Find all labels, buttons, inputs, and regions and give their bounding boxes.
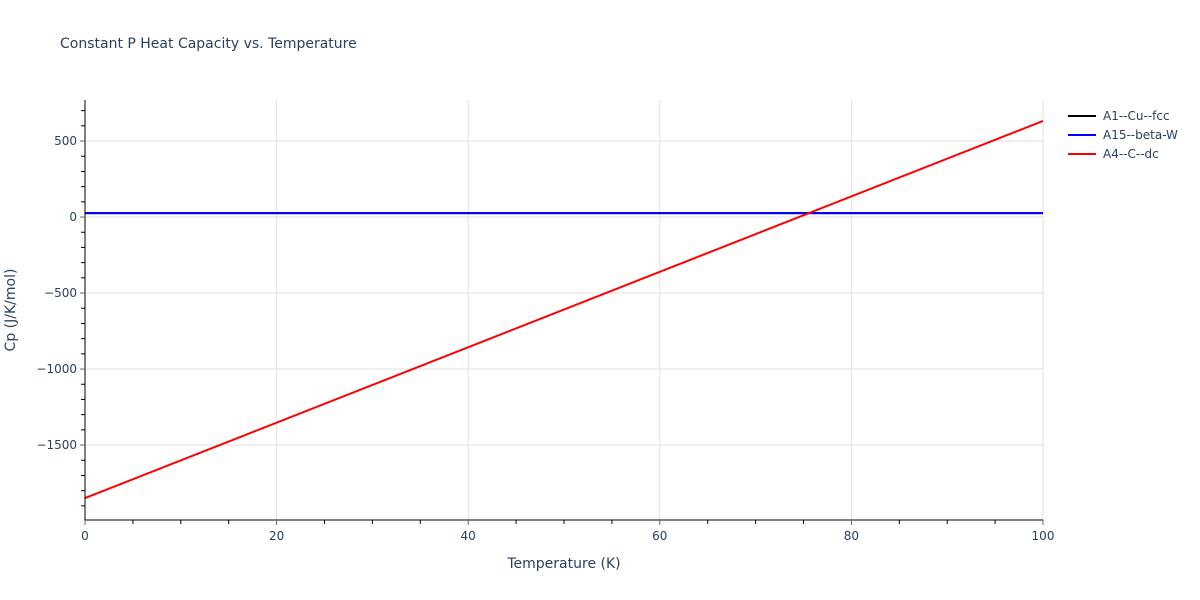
svg-text:500: 500	[54, 134, 77, 148]
data-lines	[84, 120, 1044, 500]
line-swatch-icon	[1068, 133, 1096, 136]
legend-label: A1--Cu--fcc	[1103, 108, 1170, 123]
svg-text:80: 80	[844, 529, 859, 543]
y-axis-title: Cp (J/K/mol)	[3, 269, 19, 352]
legend-item-a15-beta-w[interactable]: A15--beta-W	[1068, 125, 1178, 144]
x-axis-title: Temperature (K)	[506, 556, 620, 572]
svg-text:40: 40	[461, 529, 476, 543]
gridlines	[85, 100, 1044, 520]
svg-text:0: 0	[69, 210, 77, 224]
legend-item-a1-cu-fcc[interactable]: A1--Cu--fcc	[1068, 106, 1178, 125]
svg-text:−500: −500	[44, 286, 77, 300]
axes	[80, 100, 1044, 525]
chart-title: Constant P Heat Capacity vs. Temperature	[60, 36, 357, 52]
svg-text:60: 60	[652, 529, 667, 543]
tick-labels: 0 20 40 60 80 100 −1500 −1000 −500 0 500	[36, 134, 1054, 543]
line-swatch-icon	[1068, 152, 1096, 155]
svg-text:−1000: −1000	[36, 362, 77, 376]
series-line-a4-c-dc[interactable]	[84, 120, 1044, 500]
line-swatch-icon	[1068, 114, 1096, 117]
svg-text:20: 20	[269, 529, 284, 543]
svg-text:0: 0	[81, 529, 89, 543]
legend: A1--Cu--fcc A15--beta-W A4--C--dc	[1068, 106, 1178, 163]
svg-text:100: 100	[1032, 529, 1055, 543]
legend-item-a4-c-dc[interactable]: A4--C--dc	[1068, 144, 1178, 163]
legend-label: A4--C--dc	[1103, 146, 1159, 161]
svg-text:−1500: −1500	[36, 438, 77, 452]
legend-label: A15--beta-W	[1103, 127, 1178, 142]
